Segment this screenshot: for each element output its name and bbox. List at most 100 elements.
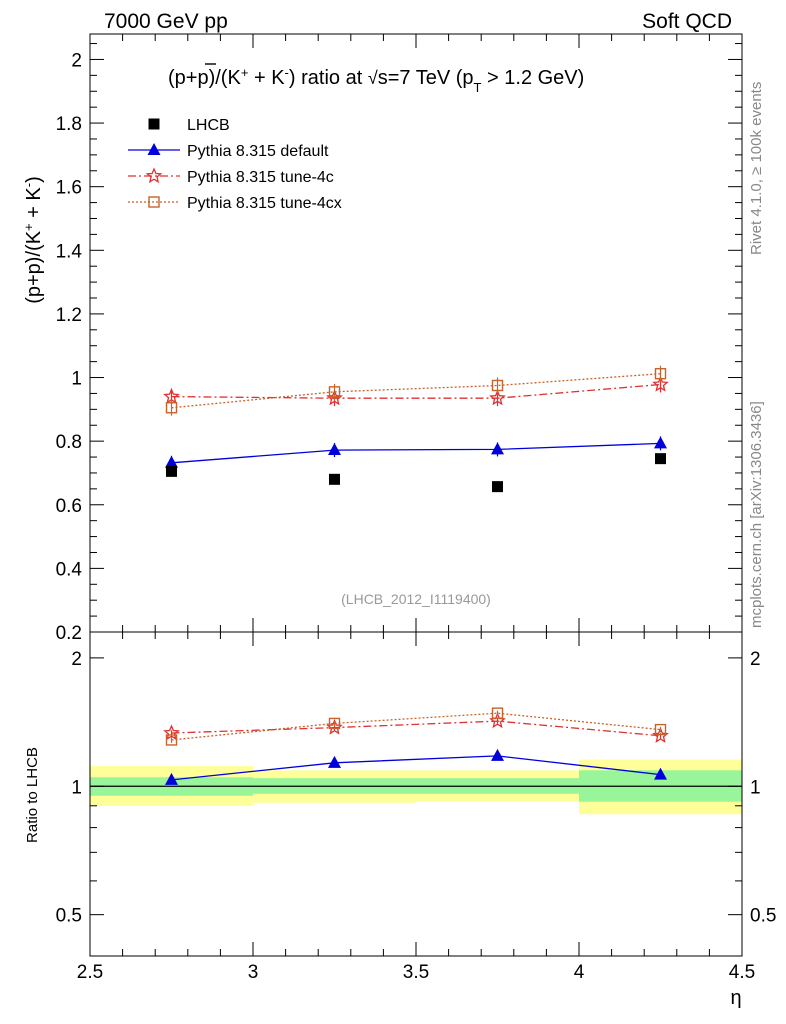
ratio-point	[491, 707, 504, 719]
chart-title-text: (p+p)/(K+ + K-) ratio at √s=7 TeV (pT > …	[168, 65, 584, 95]
data-point	[489, 389, 506, 406]
y-tick-label: 1	[71, 369, 82, 390]
data-point	[165, 455, 178, 468]
ratio-point	[328, 717, 341, 730]
side-label-rivet: Rivet 4.1.0, ≥ 100k events	[748, 82, 765, 255]
legend-label: Pythia 8.315 tune-4cx	[187, 195, 342, 212]
legend-label: LHCB	[187, 117, 230, 134]
y-tick-label: 1.4	[56, 241, 83, 262]
ratio-point	[165, 772, 178, 785]
title-part: (p+	[168, 67, 197, 89]
title-sub-T: T	[474, 80, 482, 95]
x-tick-label: 2.5	[77, 962, 103, 983]
ylabel-part: )	[23, 176, 45, 183]
legend-item: LHCB	[148, 117, 230, 134]
ylabel-part: )/(K	[23, 230, 45, 263]
ratio-axes: 0.5 0.5 1 1 2 2 2.5 3 3.5 4 4.5	[56, 631, 776, 983]
ratio-y-tick-label-right: 1	[750, 777, 761, 798]
data-point	[329, 473, 340, 485]
legend-item: Pythia 8.315 tune-4cx	[128, 195, 342, 212]
legend-marker	[148, 118, 160, 130]
data-point	[492, 481, 503, 493]
data-point	[491, 379, 504, 392]
title-part: + K	[248, 67, 285, 89]
ratio-point	[165, 734, 178, 746]
x-tick-label: 4.5	[729, 962, 755, 983]
ratio-line	[171, 720, 661, 737]
x-axis-label: η	[730, 987, 741, 1009]
series-line	[171, 383, 661, 399]
series-1	[165, 436, 667, 470]
data-point	[654, 368, 667, 380]
x-tick-label: 3	[248, 962, 259, 983]
main-axes: 0.2 0.4 0.6 0.8 1 1.2 1.4 1.6 1.8 2	[56, 33, 743, 644]
main-ylabel: (p+p)/(K+ + K-)	[21, 176, 46, 304]
series-0	[166, 453, 666, 493]
y-tick-label: 0.2	[56, 623, 82, 644]
ratio-y-tick-label-right: 2	[750, 649, 761, 670]
data-point	[328, 443, 341, 456]
title-part: ) ratio at	[289, 67, 368, 89]
ylabel-part: (p+	[23, 274, 45, 303]
series-3	[165, 365, 667, 416]
title-part: )/(K	[209, 67, 242, 89]
y-tick-label: 1.8	[56, 114, 82, 135]
legend-label: Pythia 8.315 default	[187, 143, 329, 160]
ratio-y-tick-label: 1	[71, 777, 82, 798]
x-tick-label: 4	[574, 962, 585, 983]
ylabel-part: p	[23, 263, 45, 274]
y-tick-label: 0.4	[56, 559, 83, 580]
title-part: > 1.2 GeV)	[481, 67, 584, 89]
series-line	[171, 442, 661, 464]
legend-item: Pythia 8.315 tune-4c	[128, 167, 334, 186]
title-part: s=7 TeV (p	[378, 67, 474, 89]
ratio-bands	[90, 759, 742, 815]
data-point	[654, 436, 667, 449]
legend-item: Pythia 8.315 default	[128, 143, 329, 160]
ylabel-part: +	[21, 223, 36, 231]
main-curves	[163, 365, 669, 493]
header-right: Soft QCD	[642, 10, 732, 33]
ratio-y-tick-label-right: 0.5	[750, 906, 776, 927]
data-point	[491, 442, 504, 455]
ratio-line	[171, 755, 661, 781]
ratio-curves	[163, 707, 669, 785]
data-point	[328, 386, 341, 398]
series-2	[163, 375, 669, 407]
ratio-line	[171, 712, 661, 741]
ratio-point	[328, 755, 341, 768]
main-ylabel-text: (p+p)/(K+ + K-)	[21, 176, 46, 304]
ratio-point	[163, 724, 180, 741]
chart-title: (p+p)/(K+ + K-) ratio at √s=7 TeV (pT > …	[168, 65, 584, 95]
side-label-mcplots: mcplots.cern.ch [arXiv:1306.3436]	[748, 401, 765, 628]
main-panel: 0.2 0.4 0.6 0.8 1 1.2 1.4 1.6 1.8 2 (LHCB_2012_I1…	[21, 33, 743, 644]
title-sqrt: √	[368, 68, 378, 88]
title-pbar: p	[197, 67, 208, 89]
y-tick-label: 0.8	[56, 432, 82, 453]
ratio-y-tick-label: 2	[71, 649, 82, 670]
legend-label: Pythia 8.315 tune-4c	[187, 169, 334, 186]
ratio-point	[654, 723, 667, 736]
x-tick-label: 3.5	[403, 962, 429, 983]
ratio-series-0	[165, 748, 667, 785]
data-point	[652, 375, 669, 392]
ratio-point	[654, 767, 667, 780]
ylabel-part: -	[21, 183, 36, 187]
legend-marker	[145, 167, 163, 184]
ratio-point	[491, 748, 504, 761]
y-tick-label: 1.6	[56, 178, 82, 199]
title-sup-minus: -	[285, 65, 289, 80]
data-point	[655, 453, 666, 465]
ratio-y-tick-label: 0.5	[56, 906, 82, 927]
ratio-series-2	[165, 707, 667, 746]
legend: LHCB Pythia 8.315 default Pythia 8.315 tun…	[128, 117, 342, 212]
ratio-panel: 0.5 0.5 1 1 2 2 2.5 3 3.5 4 4.5 Ratio to LHCB	[24, 631, 776, 983]
data-point	[166, 465, 177, 477]
data-point	[165, 402, 178, 414]
watermark: (LHCB_2012_I1119400)	[341, 591, 491, 607]
header-left: 7000 GeV pp	[104, 10, 228, 33]
legend-marker	[148, 196, 160, 208]
series-line	[171, 373, 661, 409]
ylabel-part: + K	[23, 187, 45, 224]
